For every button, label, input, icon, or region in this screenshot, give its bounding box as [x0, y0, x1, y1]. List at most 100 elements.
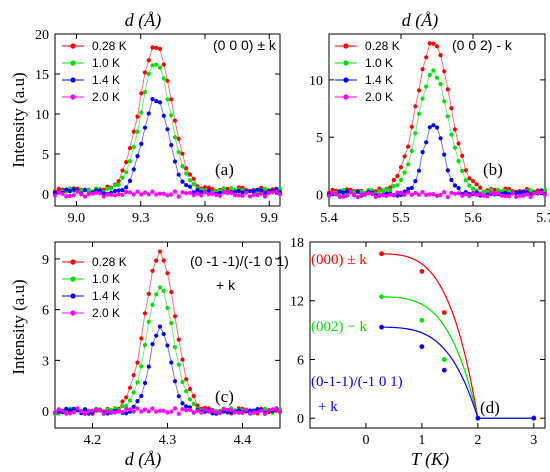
data-point-a	[135, 114, 140, 119]
data-point-b	[420, 67, 425, 72]
top-axis-label-b: d (Å)	[402, 10, 438, 31]
x-tick-label-d: 0	[362, 433, 369, 448]
data-point-b	[503, 193, 508, 199]
data-point-c	[150, 406, 155, 411]
plot-frame-c	[54, 241, 281, 429]
data-point-a	[251, 189, 256, 194]
data-point-c	[154, 409, 159, 414]
data-point-b	[542, 188, 548, 193]
data-point-a	[232, 190, 238, 195]
legend-marker	[343, 43, 349, 49]
data-point-a	[195, 188, 200, 193]
data-point-c	[52, 410, 58, 415]
data-point-b	[521, 193, 526, 198]
data-point-b	[416, 111, 422, 116]
data-point-a	[56, 190, 61, 195]
data-point-b	[434, 44, 440, 49]
data-point-a	[142, 90, 148, 95]
panel-tag-d: (d)	[480, 398, 500, 417]
y-axis-label-top: Intensity (a.u)	[9, 72, 28, 167]
data-point-c	[165, 410, 170, 415]
data-point-b	[373, 194, 378, 200]
y-tick-label-d: 12	[290, 295, 304, 310]
data-point-a	[120, 175, 125, 180]
data-point-a	[109, 186, 114, 191]
data-point-a	[139, 192, 144, 197]
panel-a: 9.0 9.3 9.6 9.9 0 5 10 15 20 0.28 K 1.0 K 1.4 K 2.0 …	[35, 28, 283, 226]
data-point-b	[434, 125, 440, 130]
data-point-b	[337, 194, 342, 199]
data-point-b	[402, 189, 407, 194]
data-point-b	[424, 55, 429, 60]
data-point-a	[165, 193, 170, 198]
x-tick-label-d: 2	[474, 433, 481, 448]
data-point-a	[165, 97, 170, 102]
x-tick-label-b: 5.6	[464, 211, 482, 226]
data-point-a	[199, 190, 204, 195]
data-point-c	[56, 407, 61, 412]
data-point-c	[180, 401, 185, 406]
data-point-a	[277, 192, 283, 197]
legend-label: 1.0 K	[365, 56, 393, 70]
data-point-a	[221, 189, 226, 195]
data-point-c	[169, 321, 174, 326]
data-point-b	[352, 189, 357, 194]
data-point-b	[424, 84, 429, 89]
data-point-c	[184, 404, 189, 409]
data-point-c	[71, 406, 76, 411]
data-point-b	[427, 72, 432, 78]
y-tick-label-d: 18	[290, 236, 304, 251]
data-point-b	[344, 189, 350, 194]
data-point-a	[127, 190, 133, 195]
data-point-a	[165, 78, 170, 83]
data-point-c	[120, 399, 125, 404]
data-point-a	[169, 192, 174, 197]
data-point-b	[503, 190, 508, 195]
data-point-d	[441, 367, 447, 373]
data-point-b	[391, 184, 396, 189]
data-point-a	[64, 187, 69, 192]
data-point-c	[139, 409, 144, 414]
data-point-c	[236, 410, 241, 415]
data-point-a	[71, 187, 76, 192]
data-point-a	[116, 192, 121, 197]
data-point-c	[139, 393, 144, 399]
data-point-c	[150, 342, 155, 347]
x-tick-label-b: 5.5	[392, 211, 410, 226]
data-point-b	[434, 193, 440, 198]
data-point-a	[176, 149, 181, 155]
data-point-d	[419, 269, 425, 274]
data-point-b	[467, 193, 472, 199]
data-point-b	[377, 188, 382, 193]
data-point-c	[165, 343, 170, 348]
data-point-a	[150, 189, 155, 194]
data-point-b	[456, 141, 461, 146]
data-point-b	[398, 165, 404, 170]
data-point-a	[202, 190, 208, 195]
series-line-b	[328, 124, 546, 197]
y-tick-label-b: 5	[316, 131, 323, 146]
curve-label: (0-1-1)/(-1 0 1)	[311, 374, 403, 390]
data-point-c	[67, 408, 73, 413]
data-point-c	[176, 411, 181, 416]
data-point-a	[259, 188, 264, 193]
data-point-b	[391, 177, 396, 183]
data-point-d	[475, 415, 481, 421]
data-point-b	[542, 192, 548, 197]
data-point-b	[532, 191, 537, 196]
data-point-c	[64, 406, 69, 411]
top-axis-label-a: d (Å)	[125, 10, 161, 31]
data-point-a	[229, 190, 234, 196]
data-point-b	[485, 194, 490, 199]
data-point-a	[127, 159, 133, 164]
data-point-a	[161, 76, 166, 81]
data-point-a	[251, 192, 256, 198]
data-point-b	[413, 131, 418, 136]
data-point-a	[120, 188, 125, 193]
data-point-b	[456, 191, 461, 196]
data-point-a	[139, 91, 144, 96]
data-point-b	[470, 190, 476, 195]
data-point-b	[330, 187, 335, 192]
data-point-a	[172, 135, 178, 140]
data-point-a	[184, 183, 189, 188]
